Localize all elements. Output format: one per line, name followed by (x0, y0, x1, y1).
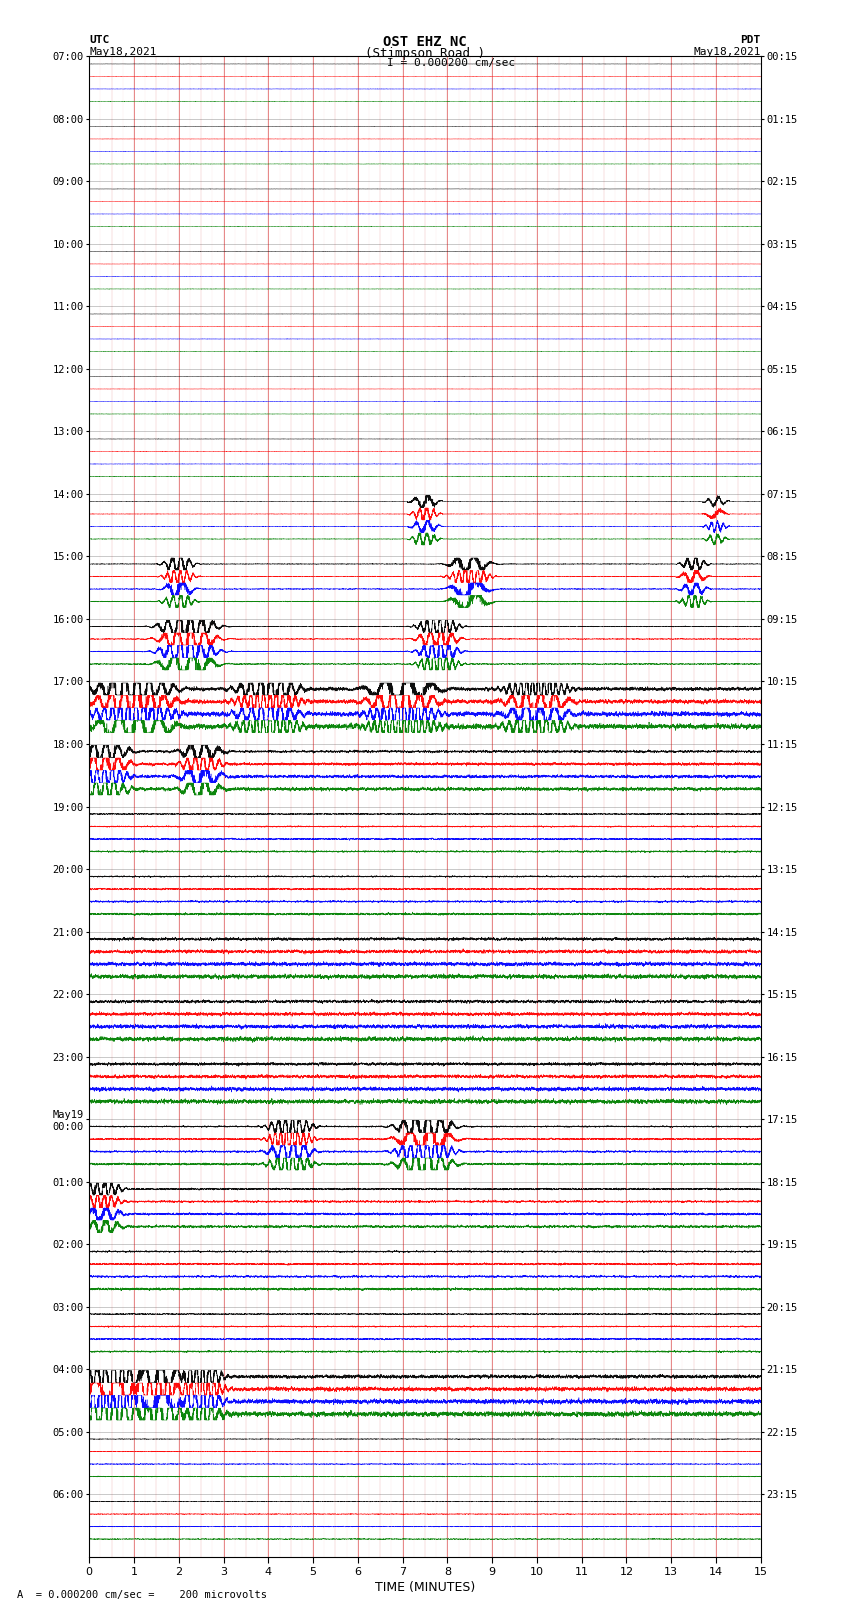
X-axis label: TIME (MINUTES): TIME (MINUTES) (375, 1581, 475, 1594)
Text: OST EHZ NC: OST EHZ NC (383, 35, 467, 50)
Text: May18,2021: May18,2021 (694, 47, 761, 56)
Text: A  = 0.000200 cm/sec =    200 microvolts: A = 0.000200 cm/sec = 200 microvolts (17, 1590, 267, 1600)
Text: I = 0.000200 cm/sec: I = 0.000200 cm/sec (387, 58, 515, 68)
Text: (Stimpson Road ): (Stimpson Road ) (365, 47, 485, 60)
Text: UTC: UTC (89, 35, 110, 45)
Text: PDT: PDT (740, 35, 761, 45)
Text: May18,2021: May18,2021 (89, 47, 156, 56)
